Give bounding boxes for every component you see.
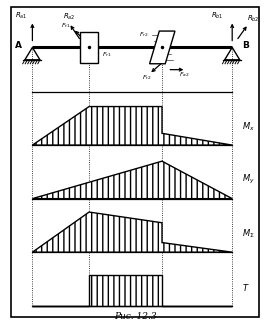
Text: $F_{t1}$: $F_{t1}$: [61, 21, 71, 30]
Polygon shape: [32, 275, 232, 306]
Text: Рис. 12.3: Рис. 12.3: [114, 312, 156, 321]
Text: $R_{a1}$: $R_{a1}$: [15, 10, 28, 21]
Text: $R_{b1}$: $R_{b1}$: [211, 10, 224, 21]
Text: $F_{r2}$: $F_{r2}$: [139, 30, 148, 39]
Text: $M_x$: $M_x$: [242, 120, 254, 133]
Text: $R_{b2}$: $R_{b2}$: [247, 14, 259, 24]
Text: $R_{a2}$: $R_{a2}$: [63, 12, 76, 22]
Text: B: B: [242, 41, 249, 50]
Polygon shape: [150, 31, 175, 64]
Text: A: A: [15, 41, 22, 50]
Polygon shape: [32, 161, 232, 198]
Bar: [80, 32, 98, 63]
Polygon shape: [32, 212, 232, 252]
Polygon shape: [32, 107, 232, 145]
Text: $F_{r1}$: $F_{r1}$: [102, 51, 112, 60]
Text: $T$: $T$: [242, 282, 249, 293]
Text: $F_{a2}$: $F_{a2}$: [179, 70, 190, 79]
Text: $F_{t2}$: $F_{t2}$: [141, 74, 151, 82]
Text: $M_y$: $M_y$: [242, 173, 254, 186]
Text: $M_\Sigma$: $M_\Sigma$: [242, 227, 254, 240]
